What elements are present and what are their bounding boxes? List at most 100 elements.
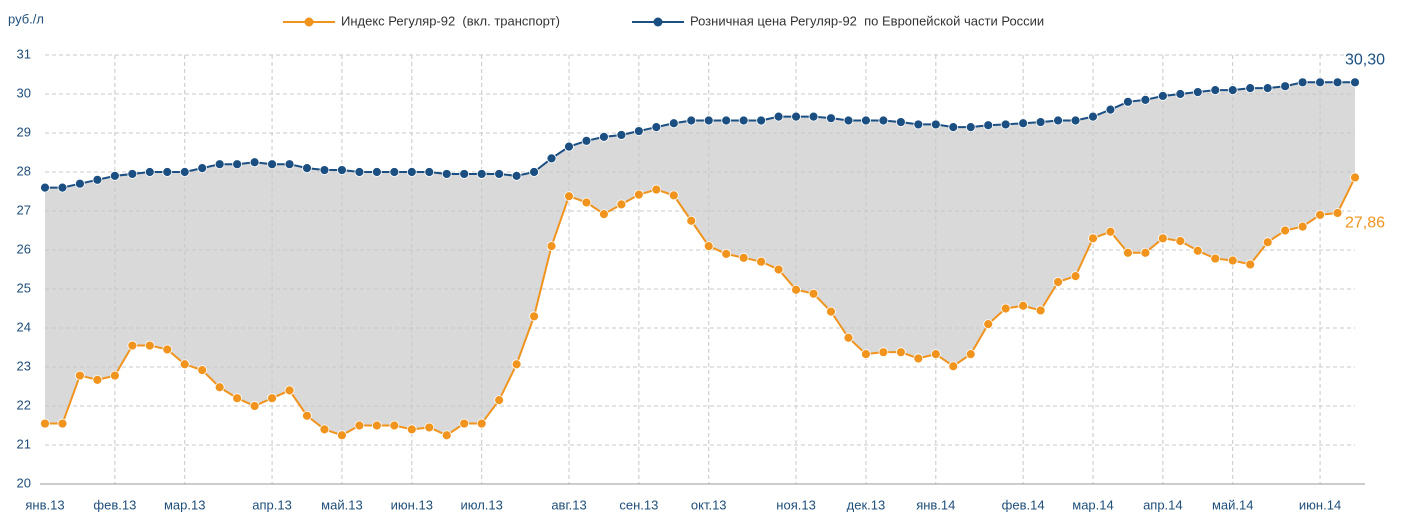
marker (581, 135, 592, 146)
marker (1088, 111, 1098, 122)
marker (756, 115, 767, 126)
marker (895, 117, 906, 127)
marker (249, 401, 260, 411)
marker (791, 284, 801, 295)
y-tick-label: 30 (17, 85, 31, 100)
marker (424, 167, 435, 177)
marker (127, 340, 138, 351)
marker (511, 170, 522, 181)
x-tick-label: фев.13 (93, 497, 136, 512)
marker (791, 111, 801, 122)
band-fill (45, 82, 1355, 436)
marker (616, 130, 627, 140)
marker (389, 420, 400, 431)
marker (284, 385, 295, 396)
marker (371, 167, 382, 177)
marker (459, 418, 470, 429)
marker (1123, 247, 1133, 258)
y-tick-label: 20 (17, 475, 31, 490)
legend-marker (304, 17, 314, 27)
marker (843, 332, 854, 343)
marker (1280, 81, 1291, 92)
marker (92, 174, 103, 185)
marker (773, 111, 784, 122)
marker (1157, 91, 1168, 101)
marker (459, 169, 470, 179)
marker (109, 370, 120, 381)
marker (1140, 94, 1151, 105)
legend-marker (653, 17, 663, 27)
marker (948, 361, 959, 372)
marker (895, 347, 906, 358)
marker (668, 190, 679, 201)
marker (476, 418, 487, 429)
marker (808, 288, 819, 299)
marker (267, 159, 277, 170)
marker (738, 252, 749, 263)
marker (389, 167, 400, 177)
series-line (45, 177, 1356, 437)
data-label: 30,30 (1345, 52, 1385, 69)
marker (441, 430, 452, 441)
marker (983, 120, 994, 131)
marker (57, 418, 68, 429)
marker (494, 169, 505, 179)
marker (1140, 247, 1151, 258)
marker (144, 340, 155, 351)
marker (1105, 104, 1116, 115)
marker (1210, 253, 1221, 264)
marker (1280, 225, 1291, 236)
x-tick-label: янв.13 (25, 497, 64, 512)
marker (930, 349, 941, 360)
marker (1000, 303, 1011, 314)
x-tick-label: окт.13 (691, 497, 727, 512)
marker (127, 169, 138, 179)
marker (40, 182, 50, 193)
marker (1105, 226, 1116, 237)
marker (651, 122, 662, 133)
x-tick-label: июн.14 (1299, 497, 1341, 512)
marker (92, 374, 103, 385)
x-tick-label: янв.14 (916, 497, 955, 512)
marker (1192, 245, 1203, 256)
marker (721, 248, 732, 259)
x-tick-label: сен.13 (619, 497, 658, 512)
marker (371, 420, 382, 431)
marker (1175, 89, 1186, 99)
marker (1350, 77, 1360, 88)
marker (773, 264, 784, 275)
marker (1175, 236, 1186, 246)
marker (1018, 300, 1029, 311)
marker (1088, 233, 1098, 244)
marker (40, 418, 50, 429)
marker (214, 382, 225, 393)
marker (529, 311, 539, 322)
x-tick-label: июл.13 (460, 497, 502, 512)
y-tick-label: 24 (17, 319, 31, 334)
marker (633, 189, 644, 200)
marker (1123, 96, 1133, 107)
marker (1315, 209, 1325, 220)
marker (703, 115, 714, 126)
marker (686, 215, 697, 226)
marker (354, 420, 365, 431)
marker (302, 163, 312, 174)
marker (1227, 255, 1238, 266)
marker (965, 349, 976, 360)
marker (599, 131, 609, 142)
marker (267, 393, 277, 404)
marker (913, 353, 924, 364)
x-tick-label: апр.13 (252, 497, 292, 512)
marker (179, 167, 190, 177)
marker (57, 182, 68, 193)
legend-text: Розничная цена Регуляр-92 по Европейской… (690, 13, 1044, 28)
marker (337, 430, 347, 441)
marker (511, 359, 522, 370)
marker (546, 241, 557, 252)
marker (721, 115, 732, 126)
marker (232, 393, 243, 404)
marker (1297, 77, 1308, 88)
series-line (45, 81, 1355, 189)
marker (930, 119, 941, 130)
